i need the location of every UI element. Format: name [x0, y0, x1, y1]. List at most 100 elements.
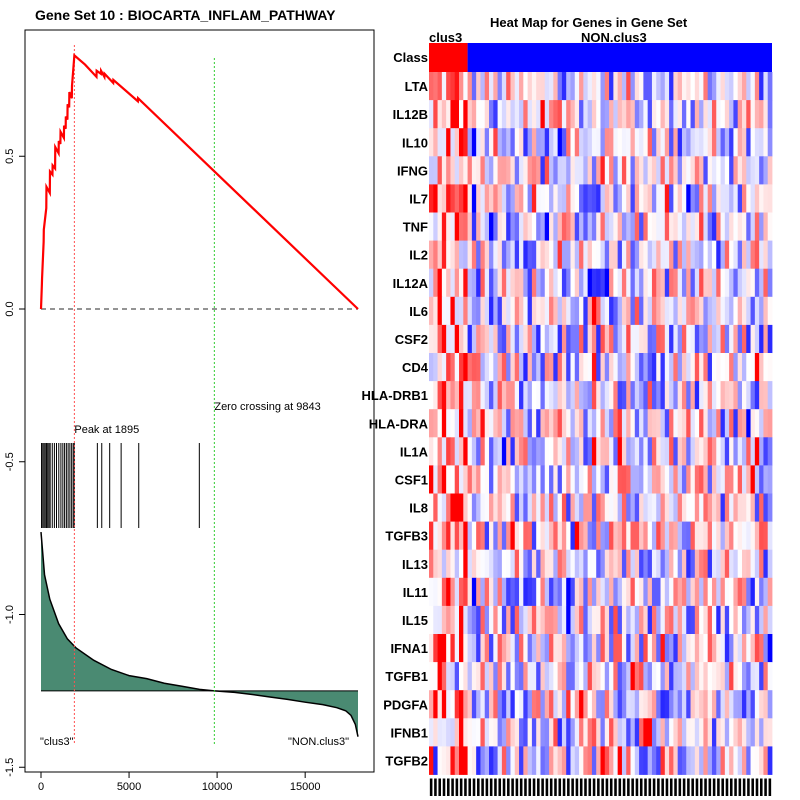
heatmap-cell — [673, 634, 679, 663]
sample-label-mark — [494, 778, 497, 796]
heatmap-cell — [746, 577, 751, 607]
heatmap-cell — [574, 493, 580, 522]
heatmap-cell — [463, 353, 468, 382]
heatmap-cell — [467, 549, 473, 579]
heatmap-cell — [566, 549, 571, 579]
heatmap-cell — [733, 353, 739, 382]
heatmap-cell — [703, 268, 709, 298]
heatmap-cell — [531, 718, 537, 747]
heatmap-cell — [681, 493, 687, 522]
heatmap-cell — [583, 746, 589, 775]
heatmap-cell — [484, 128, 490, 157]
heatmap-cell — [699, 100, 704, 129]
heatmap-cell — [763, 409, 769, 438]
heatmap-cell — [501, 409, 507, 438]
heatmap-cell — [493, 605, 498, 635]
heatmap-cell — [561, 156, 567, 185]
heatmap-cell — [716, 72, 721, 101]
heatmap-cell — [677, 296, 683, 326]
heatmap-cell — [459, 465, 464, 494]
heatmap-cell — [514, 128, 520, 157]
heatmap-cell — [540, 690, 546, 719]
heatmap-cell — [690, 100, 696, 129]
heatmap-cell — [540, 296, 546, 326]
heatmap-cell — [454, 296, 460, 326]
heatmap-cell — [583, 634, 589, 663]
heatmap-cell — [699, 240, 704, 270]
heatmap-cell — [767, 437, 773, 466]
heatmap-cell — [489, 493, 494, 522]
heatmap-cell — [553, 493, 559, 522]
heatmap-cell — [669, 324, 674, 354]
sample-label-mark — [708, 778, 712, 796]
heatmap-cell — [429, 437, 434, 466]
heatmap-cell — [741, 521, 747, 551]
heatmap-cell — [553, 212, 559, 241]
heatmap-cell — [579, 353, 584, 382]
heatmap-cell — [600, 549, 606, 579]
heatmap-cell — [583, 718, 589, 747]
heatmap-cell — [694, 465, 700, 494]
heatmap-cell — [557, 296, 563, 326]
heatmap-cell — [604, 100, 610, 129]
heatmap-cell — [711, 662, 717, 691]
heatmap-cell — [450, 690, 456, 719]
heatmap-cell — [763, 577, 769, 607]
heatmap-cell — [750, 240, 756, 270]
heatmap-cell — [634, 437, 640, 466]
heatmap-cell — [536, 324, 541, 354]
heatmap-cell — [626, 268, 631, 298]
heatmap-cell — [694, 437, 700, 466]
heatmap-cell — [716, 156, 721, 185]
heatmap-cell — [583, 549, 589, 579]
heatmap-cell — [471, 100, 477, 129]
heatmap-cell — [523, 746, 529, 775]
heatmap-cell — [570, 381, 576, 410]
sample-label-mark — [729, 778, 733, 796]
heatmap-cell — [716, 549, 721, 579]
heatmap-cell — [570, 605, 576, 635]
heatmap-cell — [553, 381, 559, 410]
gene-heatmap: Heat Map for Genes in Gene Set clus3 NON… — [362, 15, 773, 796]
heatmap-cell — [493, 156, 498, 185]
sample-label-mark — [661, 778, 664, 796]
heatmap-cell — [523, 718, 529, 747]
heatmap-cell — [549, 212, 554, 241]
heatmap-cell — [621, 240, 627, 270]
heatmap-cell — [711, 746, 717, 775]
heatmap-cell — [746, 128, 751, 157]
heatmap-cell — [591, 296, 597, 326]
heatmap-cell — [561, 353, 567, 382]
heatmap-cell — [596, 465, 601, 494]
heatmap-cell — [750, 184, 756, 213]
sample-label-mark — [678, 778, 682, 796]
heatmap-row — [429, 72, 773, 101]
heatmap-cell — [673, 718, 679, 747]
heatmap-cell — [703, 549, 709, 579]
heatmap-cell — [737, 577, 743, 607]
heatmap-cell — [651, 662, 657, 691]
heatmap-cell — [746, 296, 751, 326]
class-bar-segment — [429, 43, 468, 72]
heatmap-cell — [746, 353, 751, 382]
heatmap-cell — [724, 605, 730, 635]
heatmap-cell — [506, 605, 511, 635]
heatmap-cell — [540, 409, 546, 438]
heatmap-cell — [703, 240, 709, 270]
heatmap-cell — [643, 437, 649, 466]
heatmap-cell — [746, 521, 751, 551]
heatmap-cell — [463, 128, 468, 157]
heatmap-cell — [540, 718, 546, 747]
heatmap-cell — [716, 324, 721, 354]
heatmap-cell — [643, 690, 649, 719]
heatmap-cell — [480, 662, 486, 691]
sample-label-mark — [562, 778, 566, 796]
heatmap-cell — [510, 268, 516, 298]
heatmap-cell — [510, 718, 516, 747]
heatmap-cell — [446, 212, 451, 241]
heatmap-cell — [454, 212, 460, 241]
heatmap-cell — [476, 521, 481, 551]
heatmap-cell — [476, 156, 481, 185]
heatmap-cell — [579, 549, 584, 579]
heatmap-cell — [510, 746, 516, 775]
